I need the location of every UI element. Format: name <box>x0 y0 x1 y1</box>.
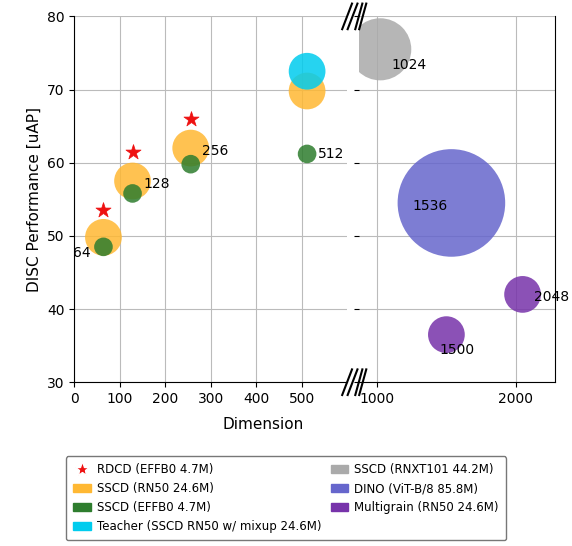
Text: 128: 128 <box>144 177 170 191</box>
Point <box>447 199 456 207</box>
Point <box>186 115 195 123</box>
Point <box>99 242 108 251</box>
Point <box>303 87 312 96</box>
Text: 256: 256 <box>202 144 228 158</box>
Point <box>186 144 195 152</box>
Point <box>442 330 451 339</box>
Text: 2048: 2048 <box>534 290 569 304</box>
Y-axis label: DISC Performance [uAP]: DISC Performance [uAP] <box>26 107 41 292</box>
Point <box>128 189 137 198</box>
Point <box>99 206 108 215</box>
Point <box>303 150 312 158</box>
Text: 512: 512 <box>318 147 344 161</box>
Text: 1536: 1536 <box>412 199 448 213</box>
Point <box>376 45 385 54</box>
Legend: RDCD (EFFB0 4.7M), SSCD (RN50 24.6M), SSCD (EFFB0 4.7M), Teacher (SSCD RN50 w/ m: RDCD (EFFB0 4.7M), SSCD (RN50 24.6M), SS… <box>66 456 506 540</box>
Text: Dimension: Dimension <box>223 417 304 431</box>
Point <box>186 160 195 169</box>
Point <box>303 67 312 76</box>
Text: 1024: 1024 <box>391 58 427 72</box>
Point <box>99 233 108 242</box>
Point <box>128 147 137 156</box>
Point <box>518 290 527 299</box>
Text: 1500: 1500 <box>439 343 475 357</box>
Text: 64: 64 <box>73 246 90 260</box>
Point <box>128 177 137 186</box>
